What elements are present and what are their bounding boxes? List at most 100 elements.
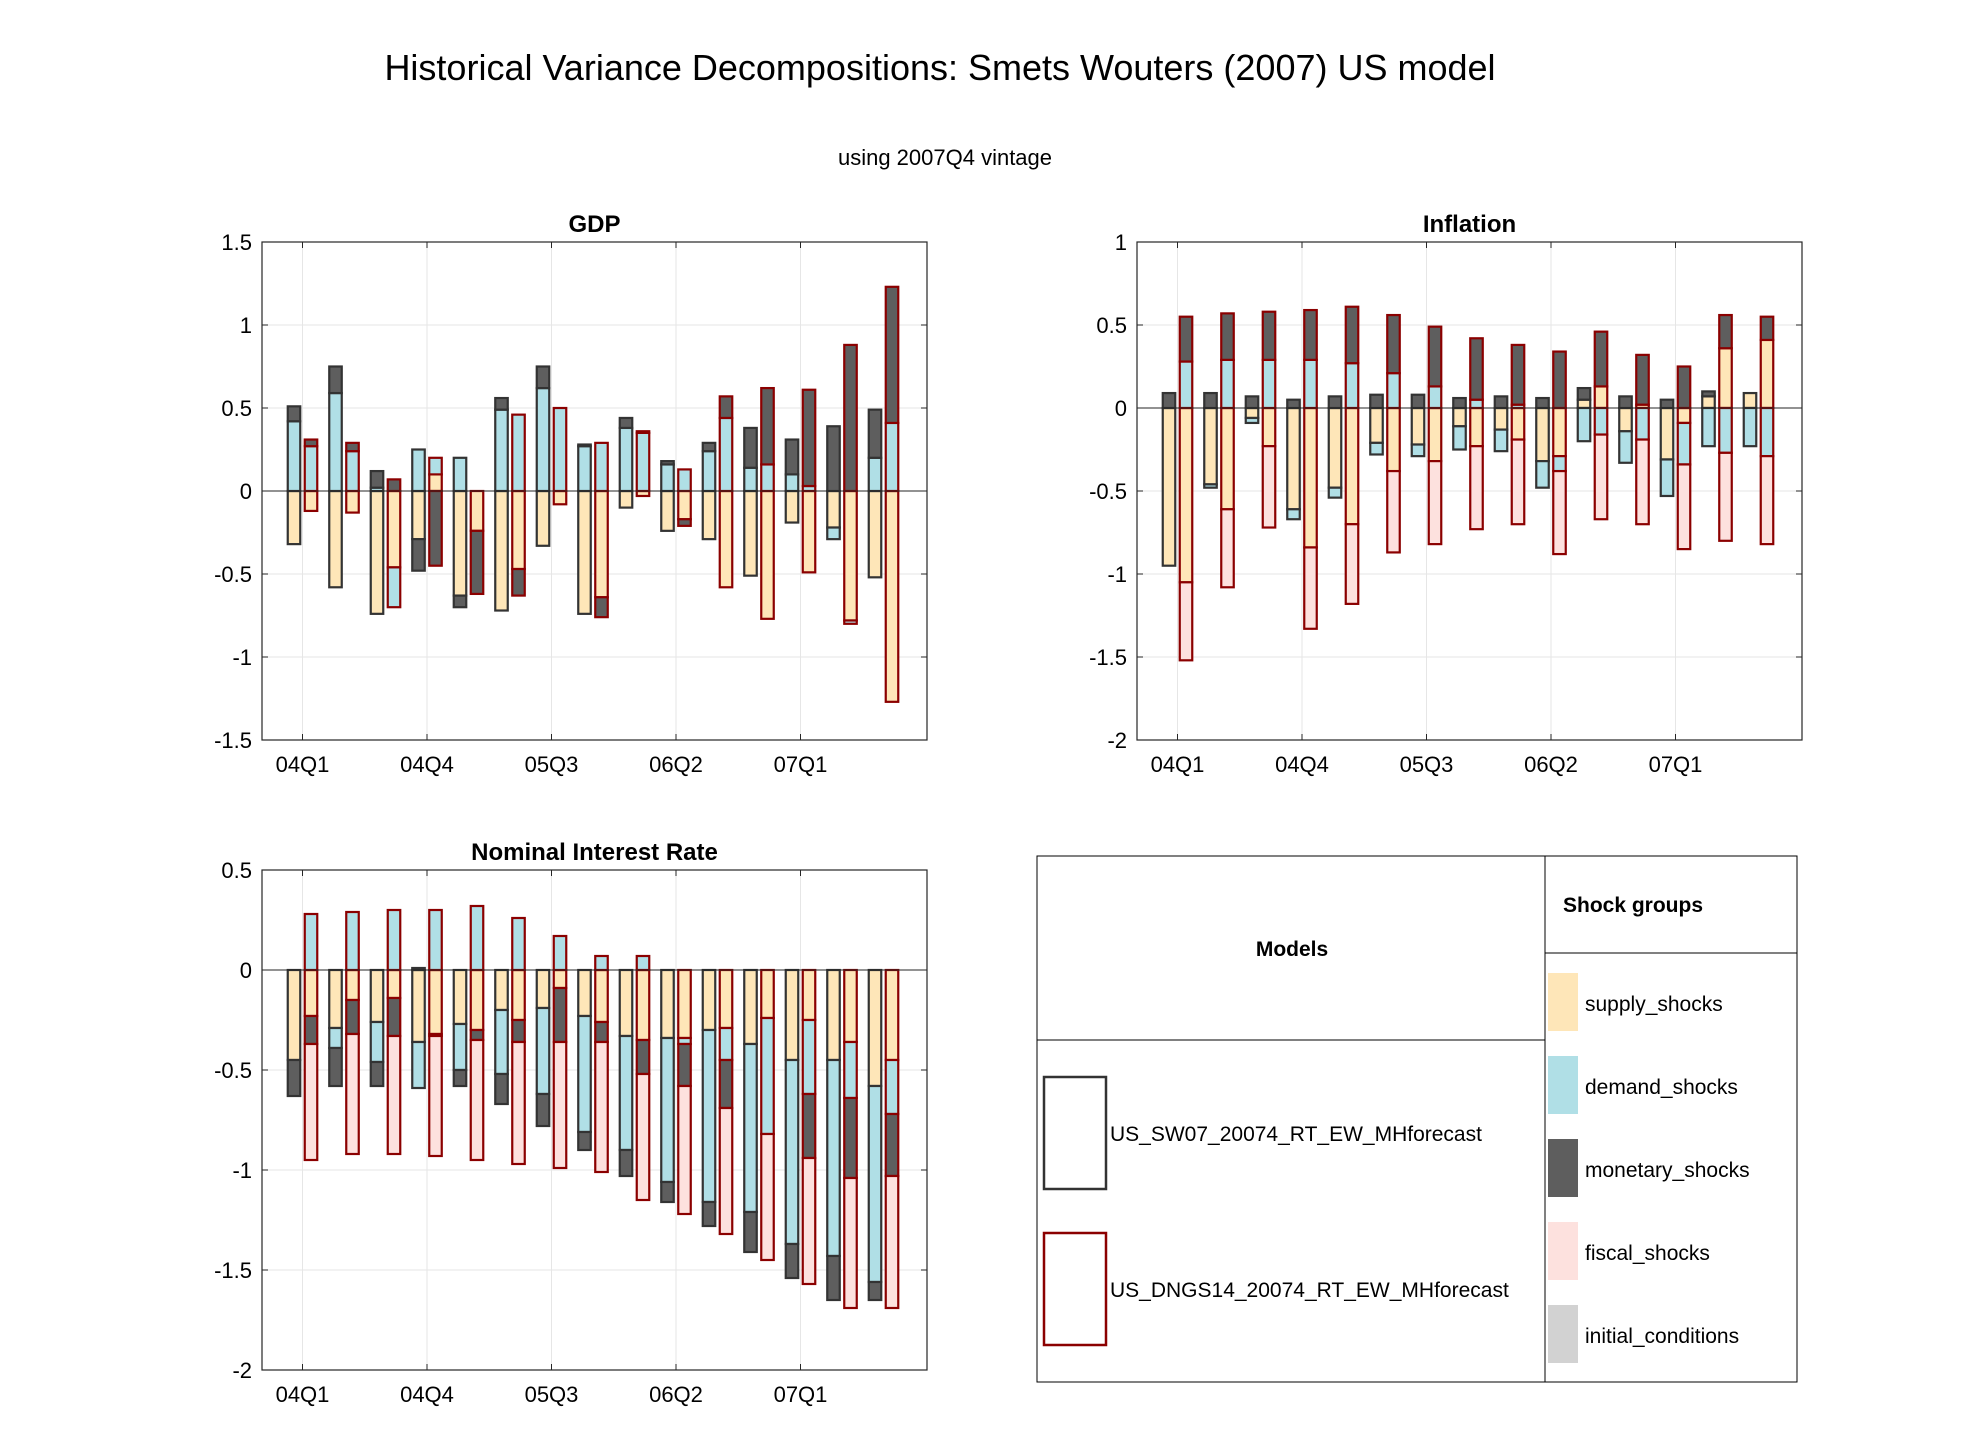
inflation-bar-dngs14-05q1-fiscal-shocks: [1344, 523, 1360, 605]
gdp-bar-sw07-06q4-demand-shocks: [743, 466, 758, 493]
gdp-bar-dngs14-04q3-demand-shocks: [386, 566, 402, 609]
gdp-ytick-label: 1: [240, 313, 252, 338]
inflation-bar-sw07-04q3-monetary-shocks: [1244, 395, 1260, 410]
nominal-interest-rate-bar-sw07-04q3-supply-shocks: [369, 968, 385, 1024]
gdp-bar-sw07-05q1-supply-shocks: [452, 489, 468, 597]
gdp-bar-sw07-06q1-monetary-shocks: [618, 416, 634, 430]
nominal-interest-rate-bar-dngs14-06q1-demand-shocks: [635, 954, 651, 972]
nominal-interest-rate-bar-dngs14-06q4-supply-shocks: [760, 968, 775, 1020]
nominal-interest-rate-bar-sw07-05q2-demand-shocks: [494, 1008, 509, 1076]
inflation-xtick-label: 05Q3: [1400, 752, 1454, 777]
inflation-bar-sw07-06q2-supply-shocks: [1535, 406, 1550, 463]
inflation-bar-sw07-07q3-supply-shocks: [1742, 391, 1758, 410]
gdp-bar-sw07-06q3-supply-shocks: [701, 489, 717, 541]
nominal-interest-rate-bar-sw07-04q4-demand-shocks: [411, 1040, 426, 1090]
gdp-bar-dngs14-06q4-supply-shocks: [760, 489, 775, 620]
inflation-bar-sw07-07q2-demand-shocks: [1701, 406, 1716, 448]
gdp-bar-sw07-04q4-monetary-shocks: [411, 538, 426, 572]
nominal-interest-rate-bar-dngs14-04q1-supply-shocks: [303, 968, 319, 1018]
gdp-bar-dngs14-04q1-demand-shocks: [303, 445, 319, 493]
nominal-interest-rate-bar-sw07-07q3-demand-shocks: [867, 1084, 883, 1284]
nominal-interest-rate-bar-dngs14-04q1-monetary-shocks: [303, 1014, 319, 1046]
inflation-bar-sw07-06q2-demand-shocks: [1535, 460, 1550, 489]
gdp-bar-dngs14-05q1-supply-shocks: [469, 489, 485, 532]
gdp-bar-dngs14-05q3-supply-shocks: [552, 489, 568, 506]
gdp-ytick-label: -1.5: [214, 728, 252, 753]
nominal-interest-rate-ytick-label: -1: [232, 1158, 252, 1183]
inflation-bar-sw07-04q4-supply-shocks: [1286, 406, 1301, 511]
inflation-bar-dngs14-06q3-fiscal-shocks: [1593, 433, 1609, 521]
gdp-bar-sw07-06q4-monetary-shocks: [743, 426, 758, 469]
inflation-bar-dngs14-06q2-monetary-shocks: [1552, 350, 1567, 410]
nominal-interest-rate-bar-dngs14-05q1-monetary-shocks: [469, 1028, 485, 1042]
gdp-ytick-label: 0.5: [221, 396, 252, 421]
legend-table: Models Shock groups US_SW07_20074_RT_EW_…: [1036, 855, 1798, 1383]
nominal-interest-rate-bar-dngs14-06q2-fiscal-shocks: [677, 1084, 692, 1216]
nominal-interest-rate-ytick-label: 0: [240, 958, 252, 983]
gdp-bar-sw07-04q1-demand-shocks: [286, 420, 302, 493]
nominal-interest-rate-chart: -2 -1.5 -1 -0.5 0 0.5 04Q1 04Q4 05Q3 06Q2 07Q1 Nomi…: [214, 839, 928, 1407]
inflation-bar-dngs14-04q2-supply-shocks: [1220, 406, 1235, 511]
gdp-bar-sw07-04q4-demand-shocks: [411, 448, 426, 493]
gdp-bar-sw07-07q1-supply-shocks: [784, 489, 800, 524]
gdp-bar-dngs14-07q2-monetary-shocks: [843, 343, 858, 493]
inflation-bar-dngs14-05q3-demand-shocks: [1427, 385, 1443, 410]
inflation-bar-dngs14-05q2-supply-shocks: [1386, 406, 1401, 473]
nominal-interest-rate-bar-sw07-04q1-supply-shocks: [286, 968, 302, 1062]
gdp-bar-sw07-05q3-monetary-shocks: [535, 365, 551, 390]
inflation-bar-sw07-05q4-demand-shocks: [1452, 425, 1467, 451]
nominal-interest-rate-bar-dngs14-07q2-demand-shocks: [843, 1040, 858, 1100]
inflation-bar-sw07-04q3-demand-shocks: [1244, 416, 1260, 425]
gdp-bar-sw07-06q3-demand-shocks: [701, 450, 717, 493]
inflation-bar-sw07-05q3-supply-shocks: [1410, 406, 1426, 446]
inflation-bar-dngs14-04q3-demand-shocks: [1261, 358, 1277, 410]
nominal-interest-rate-bar-sw07-07q1-supply-shocks: [784, 968, 800, 1062]
nominal-interest-rate-bar-sw07-06q3-supply-shocks: [701, 968, 717, 1032]
nominal-interest-rate-bar-sw07-07q3-monetary-shocks: [867, 1280, 883, 1302]
inflation-bar-dngs14-04q3-monetary-shocks: [1261, 310, 1277, 361]
gdp-bar-sw07-07q3-supply-shocks: [867, 489, 883, 579]
inflation-bar-sw07-07q3-demand-shocks: [1742, 406, 1758, 448]
inflation-bar-sw07-04q2-demand-shocks: [1203, 483, 1218, 489]
inflation-ytick-label: -2: [1107, 728, 1127, 753]
inflation-bar-sw07-06q4-supply-shocks: [1618, 406, 1633, 433]
gdp-bar-dngs14-04q4-demand-shocks: [428, 456, 443, 476]
nominal-interest-rate-bar-sw07-06q4-demand-shocks: [743, 1042, 758, 1214]
legend-swatch-demand-shocks: [1548, 1056, 1578, 1114]
inflation-bar-sw07-07q2-monetary-shocks: [1701, 390, 1716, 398]
nominal-interest-rate-bar-dngs14-05q1-fiscal-shocks: [469, 1038, 485, 1162]
nominal-interest-rate-bar-sw07-07q2-monetary-shocks: [826, 1254, 841, 1302]
inflation-panel-title: Inflation: [1423, 211, 1516, 238]
nominal-interest-rate-bar-dngs14-05q3-monetary-shocks: [552, 986, 568, 1044]
nominal-interest-rate-bar-sw07-04q2-demand-shocks: [328, 1026, 343, 1050]
legend-swatch-fiscal-shocks: [1548, 1222, 1578, 1280]
inflation-bar-sw07-06q1-monetary-shocks: [1493, 395, 1509, 410]
nominal-interest-rate-bar-dngs14-05q4-supply-shocks: [594, 968, 609, 1024]
inflation-bar-dngs14-07q1-supply-shocks: [1676, 406, 1692, 425]
nominal-interest-rate-bar-dngs14-07q1-fiscal-shocks: [801, 1156, 817, 1286]
inflation-bar-dngs14-05q3-fiscal-shocks: [1427, 460, 1443, 546]
nominal-interest-rate-bar-sw07-05q3-monetary-shocks: [535, 1092, 551, 1128]
nominal-interest-rate-bar-dngs14-05q2-monetary-shocks: [511, 1018, 526, 1044]
nominal-interest-rate-bar-dngs14-04q1-fiscal-shocks: [303, 1042, 319, 1162]
inflation-bar-dngs14-05q3-supply-shocks: [1427, 406, 1443, 463]
nominal-interest-rate-bar-dngs14-04q2-demand-shocks: [345, 910, 360, 972]
nominal-interest-rate-bar-dngs14-06q2-supply-shocks: [677, 968, 692, 1040]
gdp-bar-dngs14-06q2-supply-shocks: [677, 489, 692, 521]
gdp-bar-dngs14-04q2-supply-shocks: [345, 489, 360, 514]
gdp-bar-dngs14-05q4-monetary-shocks: [594, 596, 609, 619]
gdp-bar-dngs14-04q3-monetary-shocks: [386, 478, 402, 493]
legend-model-label-dngs14: US_DNGS14_20074_RT_EW_MHforecast: [1110, 1279, 1509, 1302]
inflation-bar-dngs14-04q2-demand-shocks: [1220, 358, 1235, 410]
gdp-ytick-label: 1.5: [221, 230, 252, 255]
nominal-interest-rate-bar-dngs14-07q1-supply-shocks: [801, 968, 817, 1022]
inflation-bar-dngs14-04q1-supply-shocks: [1178, 406, 1194, 584]
nominal-interest-rate-bar-sw07-05q2-supply-shocks: [494, 968, 509, 1012]
nominal-interest-rate-xtick-label: 06Q2: [649, 1382, 703, 1407]
nominal-interest-rate-bar-sw07-04q1-monetary-shocks: [286, 1058, 302, 1098]
nominal-interest-rate-bar-sw07-05q1-supply-shocks: [452, 968, 468, 1026]
inflation-bar-dngs14-06q4-monetary-shocks: [1635, 353, 1650, 406]
gdp-bar-dngs14-06q1-demand-shocks: [635, 431, 651, 493]
inflation-xtick-label: 06Q2: [1524, 752, 1578, 777]
gdp-bar-sw07-05q3-supply-shocks: [535, 489, 551, 547]
